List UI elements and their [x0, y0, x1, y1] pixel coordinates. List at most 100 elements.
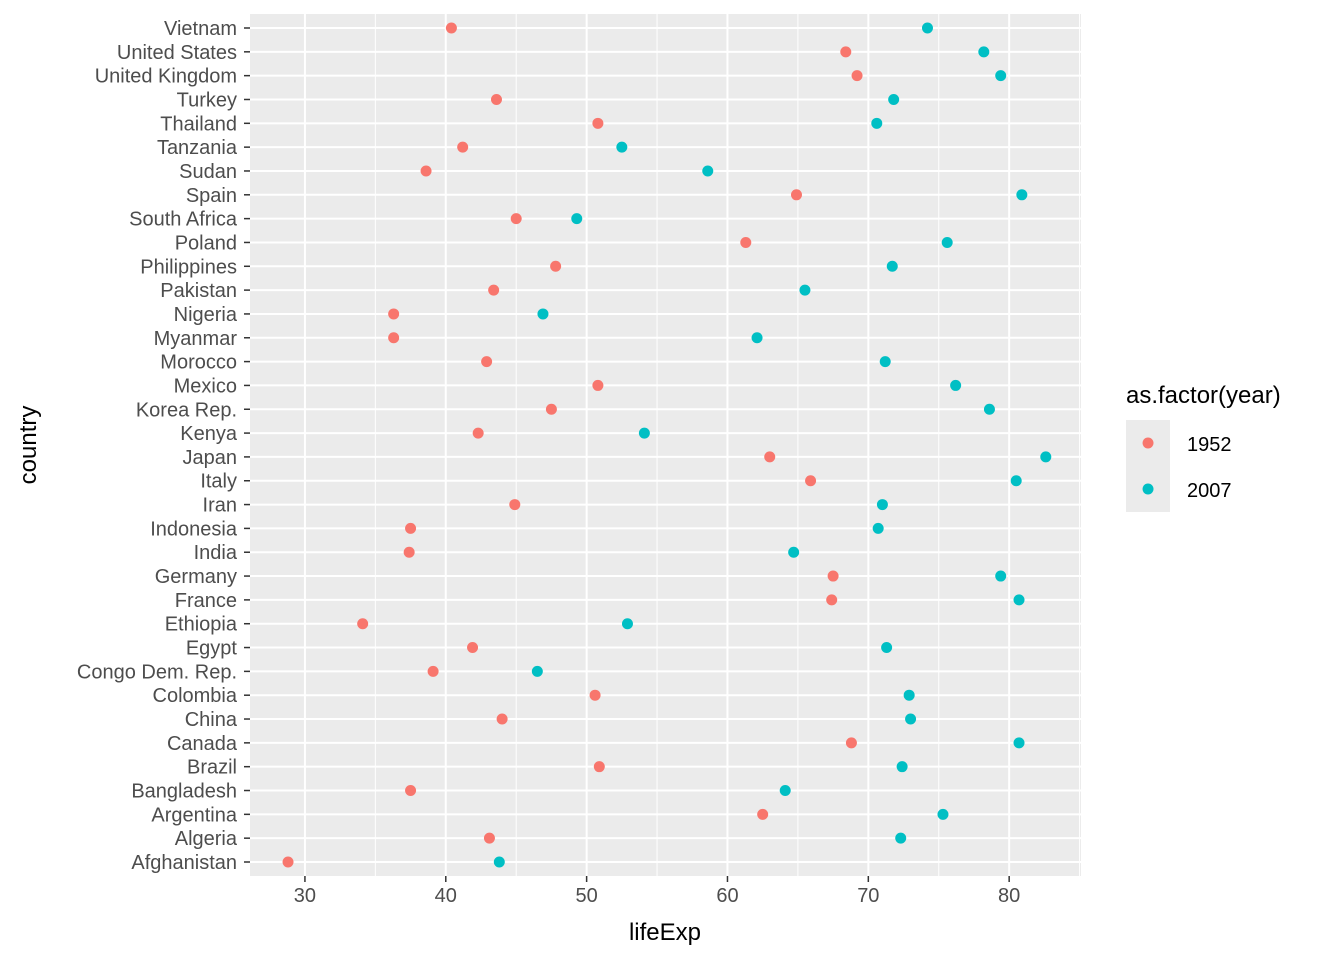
point-2007-spain	[1016, 189, 1028, 201]
point-2007-italy	[1010, 475, 1022, 487]
point-1952-myanmar	[388, 332, 400, 344]
point-1952-turkey	[490, 93, 502, 105]
point-2007-poland	[941, 236, 953, 248]
point-1952-colombia	[589, 689, 601, 701]
point-2007-korea-rep-	[983, 403, 995, 415]
point-2007-morocco	[879, 356, 891, 368]
y-tick-label: Colombia	[153, 685, 238, 707]
y-tick-label: Canada	[167, 733, 238, 755]
point-2007-china	[905, 713, 917, 725]
legend-title: as.factor(year)	[1126, 382, 1281, 409]
y-tick-label: Argentina	[151, 804, 237, 826]
point-2007-canada	[1013, 737, 1025, 749]
y-tick-label: Afghanistan	[131, 852, 237, 874]
y-tick-label: Thailand	[160, 113, 237, 135]
legend-key-2007	[1142, 483, 1154, 495]
point-1952-egypt	[467, 642, 479, 654]
point-1952-nigeria	[388, 308, 400, 320]
x-axis-title: lifeExp	[629, 919, 701, 946]
point-2007-united-states	[978, 46, 990, 58]
point-2007-india	[788, 546, 800, 558]
y-tick-label: United Kingdom	[95, 66, 237, 88]
point-1952-bangladesh	[405, 785, 417, 797]
point-2007-vietnam	[921, 22, 933, 34]
y-tick-label: Pakistan	[160, 280, 237, 302]
point-2007-united-kingdom	[995, 70, 1007, 82]
y-tick-label: Korea Rep.	[136, 399, 237, 421]
point-1952-united-states	[840, 46, 852, 58]
point-1952-iran	[509, 499, 521, 511]
y-tick-label: United States	[117, 42, 237, 64]
y-tick-label: Spain	[186, 185, 237, 207]
point-1952-india	[403, 546, 415, 558]
y-tick-label: Iran	[203, 495, 237, 517]
point-1952-mexico	[592, 379, 604, 391]
y-tick-label: India	[194, 542, 238, 564]
point-1952-germany	[827, 570, 839, 582]
x-tick-label: 50	[576, 885, 598, 907]
y-tick-label: Congo Dem. Rep.	[77, 661, 237, 683]
point-1952-congo-dem-rep-	[427, 665, 439, 677]
point-1952-south-africa	[510, 213, 522, 225]
x-tick-label: 70	[857, 885, 879, 907]
y-tick-label: Bangladesh	[131, 781, 237, 803]
point-1952-vietnam	[445, 22, 457, 34]
point-2007-pakistan	[799, 284, 811, 296]
y-tick-label: Mexico	[174, 375, 237, 397]
y-tick-label: South Africa	[129, 209, 238, 231]
y-tick-label: Germany	[155, 566, 237, 588]
point-1952-italy	[805, 475, 817, 487]
point-1952-algeria	[483, 832, 495, 844]
point-1952-korea-rep-	[545, 403, 557, 415]
legend-label-1952: 1952	[1187, 434, 1232, 456]
point-1952-sudan	[420, 165, 432, 177]
legend-label-2007: 2007	[1187, 480, 1232, 502]
y-tick-label: Japan	[183, 447, 238, 469]
point-2007-argentina	[937, 808, 949, 820]
y-tick-label: Tanzania	[157, 137, 238, 159]
y-tick-label: Indonesia	[150, 518, 238, 540]
y-tick-label: France	[175, 590, 237, 612]
y-tick-label: Sudan	[179, 161, 237, 183]
point-2007-nigeria	[537, 308, 549, 320]
point-2007-bangladesh	[779, 785, 791, 797]
point-1952-united-kingdom	[851, 70, 863, 82]
x-tick-label: 60	[716, 885, 738, 907]
legend-key-bg	[1126, 420, 1170, 512]
panel-background	[250, 14, 1081, 876]
y-tick-label: Vietnam	[164, 18, 237, 40]
points	[282, 22, 1052, 868]
point-1952-thailand	[592, 117, 604, 129]
point-2007-myanmar	[751, 332, 763, 344]
point-2007-mexico	[950, 379, 962, 391]
y-tick-label: Turkey	[177, 89, 237, 111]
point-2007-ethiopia	[621, 618, 633, 630]
point-2007-south-africa	[571, 213, 583, 225]
x-tick-label: 40	[435, 885, 457, 907]
point-1952-kenya	[472, 427, 484, 439]
point-2007-algeria	[895, 832, 907, 844]
point-1952-ethiopia	[357, 618, 369, 630]
y-tick-label: Italy	[200, 471, 237, 493]
y-tick-label: Nigeria	[174, 304, 238, 326]
point-1952-indonesia	[405, 522, 417, 534]
point-2007-thailand	[871, 117, 883, 129]
y-axis-title: country	[15, 406, 42, 485]
point-2007-philippines	[886, 260, 898, 272]
legend: as.factor(year) 1952 2007	[1126, 382, 1281, 512]
legend-key-1952	[1142, 437, 1154, 449]
y-tick-label: Brazil	[187, 757, 237, 779]
point-1952-tanzania	[457, 141, 469, 153]
point-2007-congo-dem-rep-	[531, 665, 543, 677]
y-tick-label: Morocco	[160, 352, 237, 374]
point-1952-china	[496, 713, 508, 725]
point-1952-morocco	[481, 356, 493, 368]
y-tick-label: Kenya	[180, 423, 238, 445]
y-tick-label: China	[185, 709, 238, 731]
point-2007-france	[1013, 594, 1025, 606]
x-axis: 30 40 50 60 70 80	[294, 876, 1020, 907]
point-2007-germany	[995, 570, 1007, 582]
point-2007-tanzania	[616, 141, 628, 153]
y-tick-label: Egypt	[186, 638, 238, 660]
